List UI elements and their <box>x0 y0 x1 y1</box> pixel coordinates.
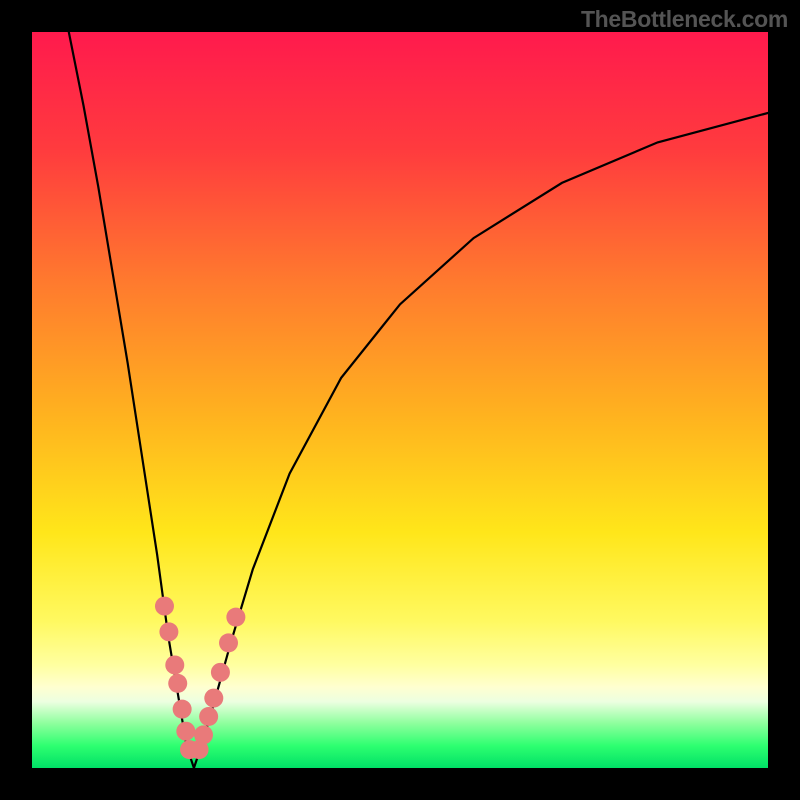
curve-right-branch <box>194 113 768 768</box>
data-marker <box>219 633 238 652</box>
plot-area <box>32 32 768 768</box>
curve-layer <box>32 32 768 768</box>
data-marker <box>226 608 245 627</box>
data-marker <box>176 722 195 741</box>
data-marker <box>211 663 230 682</box>
data-marker <box>155 597 174 616</box>
data-marker <box>173 700 192 719</box>
watermark-text: TheBottleneck.com <box>581 6 788 33</box>
chart-container: { "watermark": { "text": "TheBottleneck.… <box>0 0 800 800</box>
data-marker <box>168 674 187 693</box>
data-marker <box>194 725 213 744</box>
data-marker <box>204 689 223 708</box>
data-marker <box>165 655 184 674</box>
data-marker <box>199 707 218 726</box>
data-marker <box>159 622 178 641</box>
